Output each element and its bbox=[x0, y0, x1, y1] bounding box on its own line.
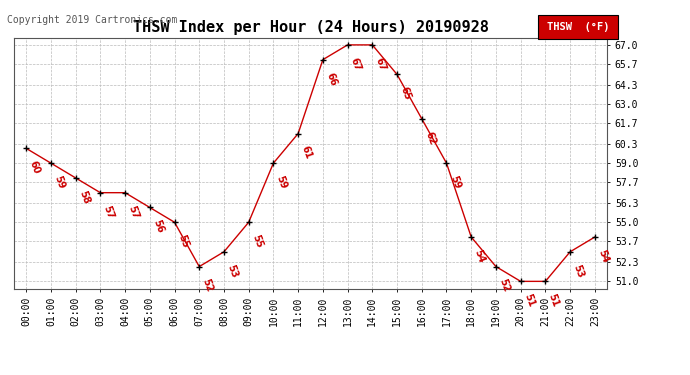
Text: 56: 56 bbox=[151, 219, 165, 235]
Text: 59: 59 bbox=[448, 174, 462, 190]
Text: 53: 53 bbox=[226, 263, 239, 279]
Text: 61: 61 bbox=[299, 145, 313, 161]
Text: 52: 52 bbox=[497, 278, 511, 294]
Text: THSW  (°F): THSW (°F) bbox=[546, 22, 609, 32]
Text: 67: 67 bbox=[349, 56, 363, 72]
Text: 52: 52 bbox=[201, 278, 215, 294]
Text: Copyright 2019 Cartronics.com: Copyright 2019 Cartronics.com bbox=[7, 15, 177, 25]
Text: 51: 51 bbox=[546, 292, 561, 309]
Text: 62: 62 bbox=[423, 130, 437, 146]
Text: 55: 55 bbox=[176, 233, 190, 249]
Text: 53: 53 bbox=[571, 263, 586, 279]
Text: 51: 51 bbox=[522, 292, 536, 309]
Text: 58: 58 bbox=[77, 189, 91, 205]
Text: 59: 59 bbox=[275, 174, 289, 190]
Text: 57: 57 bbox=[101, 204, 116, 220]
Text: 66: 66 bbox=[324, 71, 338, 87]
Text: 59: 59 bbox=[52, 174, 66, 190]
Text: 54: 54 bbox=[596, 248, 610, 264]
Text: 55: 55 bbox=[250, 233, 264, 249]
Title: THSW Index per Hour (24 Hours) 20190928: THSW Index per Hour (24 Hours) 20190928 bbox=[132, 20, 489, 35]
Text: 67: 67 bbox=[374, 56, 388, 72]
Text: 57: 57 bbox=[126, 204, 141, 220]
Text: 54: 54 bbox=[473, 248, 486, 264]
Text: 65: 65 bbox=[398, 86, 413, 102]
Text: 60: 60 bbox=[28, 159, 41, 176]
